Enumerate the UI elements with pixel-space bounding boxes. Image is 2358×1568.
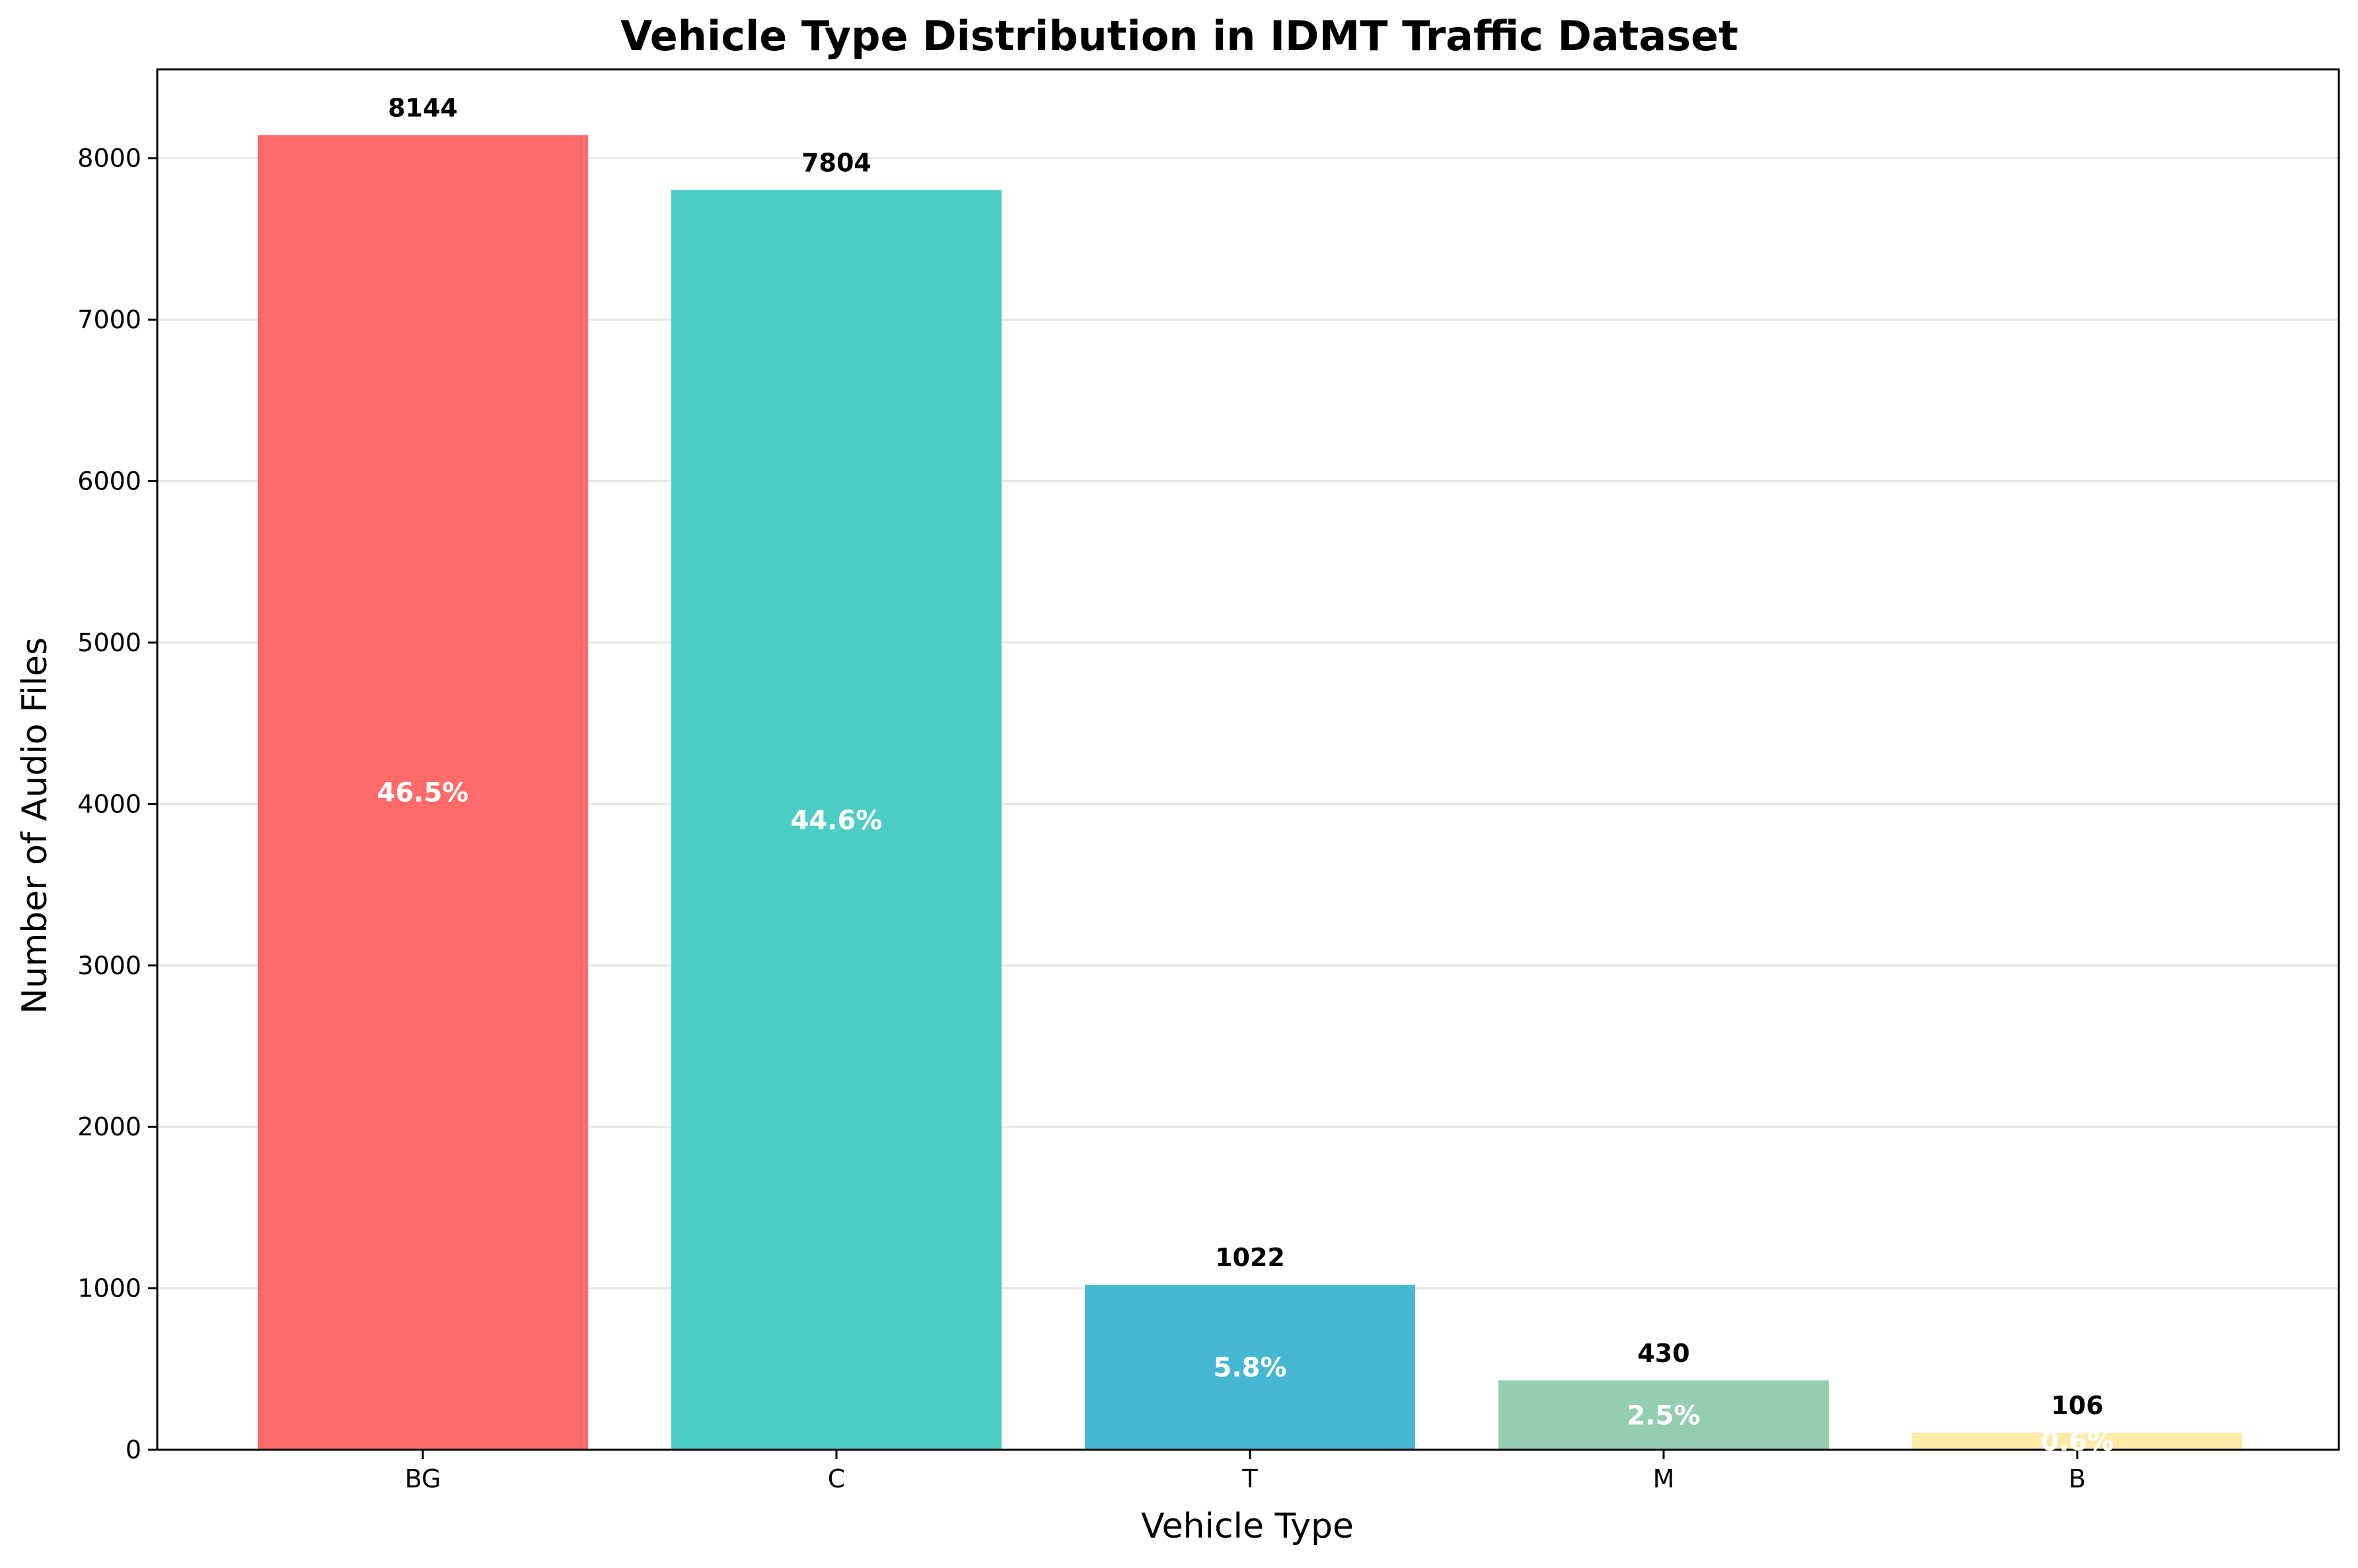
y-tick-label: 0 — [126, 1435, 141, 1464]
value-label: 1022 — [1215, 1243, 1285, 1272]
value-label: 430 — [1637, 1339, 1689, 1368]
value-label: 8144 — [388, 93, 458, 122]
x-tick-label: M — [1653, 1464, 1675, 1493]
x-tick-label: BG — [405, 1464, 441, 1493]
chart-title: Vehicle Type Distribution in IDMT Traffi… — [620, 12, 1738, 60]
y-tick-label: 5000 — [77, 628, 141, 657]
value-label: 7804 — [801, 149, 871, 178]
percent-label: 46.5% — [377, 778, 469, 808]
x-tick-label: T — [1241, 1464, 1258, 1493]
percent-label: 44.6% — [791, 805, 883, 836]
y-tick-label: 4000 — [77, 789, 141, 818]
x-tick-label: B — [2069, 1464, 2086, 1493]
bars — [258, 135, 2242, 1450]
x-tick-label: C — [828, 1464, 846, 1493]
y-tick-label: 1000 — [77, 1274, 141, 1303]
percent-label: 2.5% — [1627, 1400, 1701, 1431]
y-axis-label: Number of Audio Files — [15, 637, 55, 1015]
bar-m — [1498, 1380, 1829, 1450]
value-label: 106 — [2051, 1391, 2103, 1420]
bar-bg — [258, 135, 588, 1450]
y-tick-label: 3000 — [77, 951, 141, 980]
y-tick-label: 2000 — [77, 1112, 141, 1141]
bar-t — [1085, 1285, 1415, 1450]
percent-label: 0.6% — [2041, 1427, 2114, 1457]
bar-c — [671, 190, 1002, 1450]
y-tick-label: 6000 — [77, 467, 141, 496]
y-tick-label: 7000 — [77, 305, 141, 334]
plot-frame — [156, 68, 2340, 1451]
data-labels: 8144 46.5% 7804 44.6% 1022 5.8% 430 2.5% 106 0.6% — [377, 93, 2114, 1457]
axes: 0 1000 2000 3000 4000 5000 6000 7000 8000 BG C T M B — [77, 68, 2340, 1493]
y-tick-label: 8000 — [77, 144, 141, 173]
bar-b — [1912, 1433, 2242, 1450]
x-axis-label: Vehicle Type — [1141, 1507, 1354, 1546]
percent-label: 5.8% — [1214, 1353, 1287, 1383]
